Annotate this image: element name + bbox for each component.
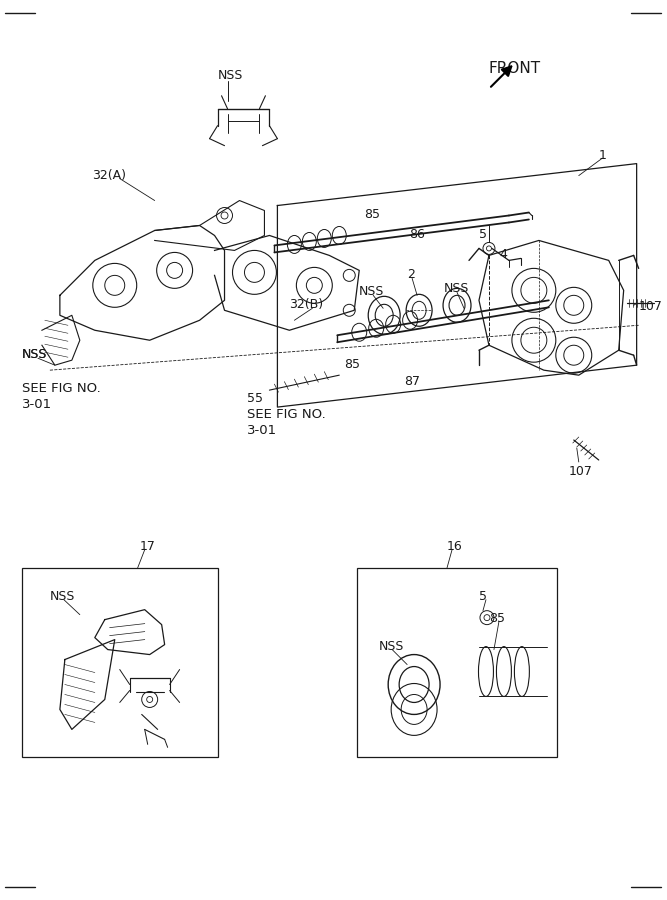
Text: 17: 17 <box>139 540 155 553</box>
Bar <box>22 568 217 757</box>
Text: 107: 107 <box>638 301 662 313</box>
Text: NSS: NSS <box>360 285 385 299</box>
Text: 3-01: 3-01 <box>22 398 52 411</box>
Text: 5: 5 <box>479 590 487 603</box>
Text: 85: 85 <box>364 208 380 220</box>
Text: NSS: NSS <box>22 348 47 361</box>
Text: NSS: NSS <box>380 640 405 652</box>
Text: 32(B): 32(B) <box>289 298 323 311</box>
Text: 2: 2 <box>407 268 415 282</box>
Text: 87: 87 <box>404 375 420 388</box>
Text: 85: 85 <box>344 358 360 371</box>
Text: NSS: NSS <box>22 348 47 361</box>
Text: 55: 55 <box>247 392 263 405</box>
Bar <box>358 568 557 757</box>
Text: 3-01: 3-01 <box>247 424 277 437</box>
Text: NSS: NSS <box>444 283 470 295</box>
Text: NSS: NSS <box>217 68 243 82</box>
Text: 85: 85 <box>489 612 505 625</box>
Text: 5: 5 <box>479 229 487 241</box>
Text: 86: 86 <box>409 229 425 241</box>
Text: NSS: NSS <box>50 590 75 603</box>
Text: 1: 1 <box>599 148 606 162</box>
Text: 107: 107 <box>569 465 593 478</box>
Text: 32(A): 32(A) <box>92 168 126 182</box>
Text: SEE FIG NO.: SEE FIG NO. <box>247 408 326 421</box>
Text: 4: 4 <box>499 248 507 261</box>
Text: SEE FIG NO.: SEE FIG NO. <box>22 382 101 395</box>
Text: 16: 16 <box>447 540 463 553</box>
Text: FRONT: FRONT <box>489 61 541 76</box>
